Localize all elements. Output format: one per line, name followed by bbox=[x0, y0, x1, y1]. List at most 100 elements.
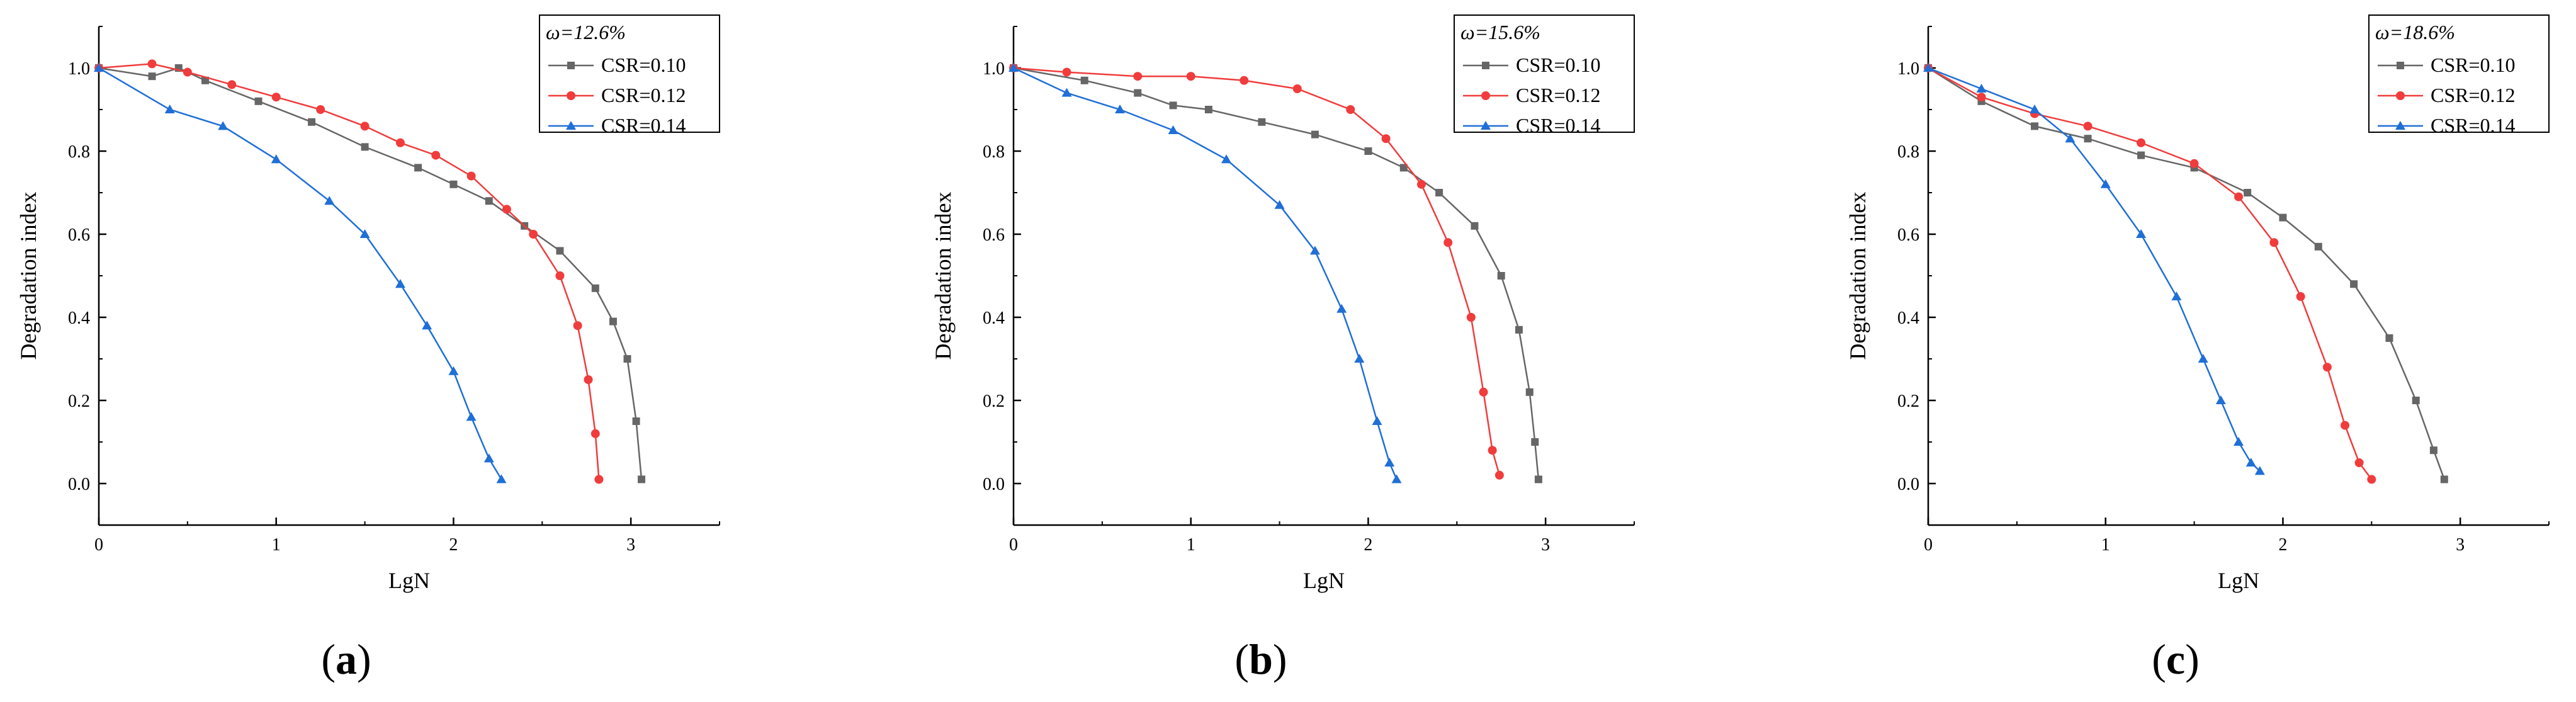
data-point bbox=[1515, 326, 1523, 334]
series-line bbox=[1013, 67, 1540, 480]
x-tick-label: 1 bbox=[272, 535, 281, 555]
x-axis-label: LgN bbox=[1303, 568, 1345, 593]
data-point bbox=[201, 76, 210, 84]
y-tick-label: 0.8 bbox=[983, 142, 1005, 162]
data-point bbox=[1364, 147, 1372, 155]
data-point bbox=[448, 366, 459, 375]
legend-marker bbox=[1481, 91, 1490, 100]
data-point bbox=[1292, 84, 1302, 93]
legend-marker bbox=[567, 62, 575, 69]
series-CSR=0.12 bbox=[1009, 64, 1504, 480]
y-tick-label: 0.4 bbox=[1897, 309, 1919, 328]
legend-label: CSR=0.12 bbox=[2431, 84, 2516, 106]
data-point bbox=[1466, 313, 1476, 322]
legend-box bbox=[1454, 14, 1635, 133]
panel-a: 0.0 0.2 0.4 0.6 0.8 1.0 0 1 2 3 LgN Degradation ind… bbox=[16, 14, 720, 683]
data-point bbox=[555, 271, 565, 280]
x-tick-label: 3 bbox=[1541, 535, 1550, 555]
data-point bbox=[2215, 395, 2226, 404]
data-point bbox=[1384, 458, 1395, 467]
series-line bbox=[1928, 67, 2373, 480]
x-axis-label: LgN bbox=[388, 568, 430, 593]
data-point bbox=[218, 121, 229, 130]
legend-label: CSR=0.14 bbox=[601, 114, 686, 137]
legend-title: ω=15.6% bbox=[1460, 21, 1540, 43]
y-tick-label: 0.8 bbox=[1897, 142, 1919, 162]
data-point bbox=[1258, 118, 1266, 126]
y-tick-label: 1.0 bbox=[1897, 59, 1919, 79]
data-point bbox=[2385, 334, 2393, 342]
data-point bbox=[2322, 363, 2332, 372]
data-point bbox=[2100, 179, 2111, 188]
data-point bbox=[466, 171, 476, 181]
data-point bbox=[308, 118, 316, 126]
legend-label: CSR=0.10 bbox=[601, 54, 686, 76]
data-point bbox=[590, 429, 600, 438]
data-point bbox=[1133, 72, 1143, 81]
data-point bbox=[1923, 63, 1933, 72]
x-tick-label: 3 bbox=[2456, 535, 2465, 555]
data-point bbox=[2246, 458, 2256, 467]
panel-c: 0.0 0.2 0.4 0.6 0.8 1.0 0 1 2 3 LgN Degradation ind… bbox=[1845, 14, 2550, 683]
data-point bbox=[324, 196, 335, 205]
data-point bbox=[1494, 470, 1504, 480]
data-point bbox=[414, 164, 422, 172]
data-point bbox=[2354, 458, 2364, 467]
legend-title: ω=12.6% bbox=[546, 21, 626, 43]
data-point bbox=[1221, 154, 1232, 164]
panel-caption: (b) bbox=[1234, 635, 1287, 683]
data-point bbox=[1471, 222, 1479, 230]
data-point bbox=[94, 63, 104, 72]
legend-label: CSR=0.10 bbox=[1516, 54, 1601, 76]
data-point bbox=[360, 122, 370, 131]
x-axis-label: LgN bbox=[2218, 568, 2259, 593]
data-point bbox=[638, 475, 646, 484]
data-point bbox=[271, 93, 281, 102]
legend-marker bbox=[567, 91, 575, 100]
series-CSR=0.14 bbox=[1923, 63, 2265, 475]
data-point bbox=[395, 279, 405, 288]
data-point bbox=[1204, 106, 1212, 113]
data-point bbox=[2137, 138, 2146, 147]
data-point bbox=[2031, 122, 2039, 130]
data-point bbox=[183, 67, 192, 77]
data-point bbox=[1061, 88, 1072, 97]
data-point bbox=[361, 143, 369, 151]
panel-caption: (c) bbox=[2152, 635, 2200, 683]
data-point bbox=[2137, 151, 2145, 159]
data-point bbox=[1311, 130, 1319, 139]
series-line bbox=[1928, 67, 2445, 480]
legend-label: CSR=0.12 bbox=[601, 84, 686, 106]
series-CSR=0.14 bbox=[94, 63, 507, 484]
data-point bbox=[1977, 93, 1986, 102]
y-tick-label: 0.2 bbox=[68, 392, 90, 411]
data-point bbox=[2269, 238, 2279, 247]
y-axis-label: Degradation index bbox=[930, 192, 956, 360]
data-point bbox=[1169, 101, 1177, 110]
data-point bbox=[2279, 213, 2287, 222]
data-point bbox=[1479, 387, 1488, 397]
series-CSR=0.10 bbox=[1010, 64, 1542, 484]
data-point bbox=[316, 105, 325, 114]
data-point bbox=[1274, 200, 1285, 209]
data-point bbox=[483, 453, 494, 463]
data-point bbox=[271, 154, 281, 164]
data-point bbox=[2065, 133, 2076, 143]
data-point bbox=[1336, 303, 1347, 313]
data-point bbox=[2367, 475, 2376, 484]
panel-b: 0.0 0.2 0.4 0.6 0.8 1.0 0 1 2 3 LgN Degradation ind… bbox=[930, 14, 1635, 683]
data-point bbox=[1534, 475, 1542, 484]
data-point bbox=[2429, 446, 2438, 455]
y-tick-label: 0.6 bbox=[68, 225, 90, 245]
x-tick-label: 0 bbox=[94, 535, 103, 555]
data-point bbox=[1381, 134, 1391, 144]
y-tick-label: 1.0 bbox=[983, 59, 1005, 79]
legend-label: CSR=0.10 bbox=[2431, 54, 2516, 76]
data-point bbox=[2234, 437, 2244, 446]
data-point bbox=[359, 229, 370, 238]
data-point bbox=[227, 80, 237, 89]
legend-label: CSR=0.14 bbox=[2431, 114, 2516, 137]
data-point bbox=[431, 150, 441, 160]
panel-caption: (a) bbox=[321, 635, 371, 683]
y-tick-label: 0.6 bbox=[983, 225, 1005, 245]
